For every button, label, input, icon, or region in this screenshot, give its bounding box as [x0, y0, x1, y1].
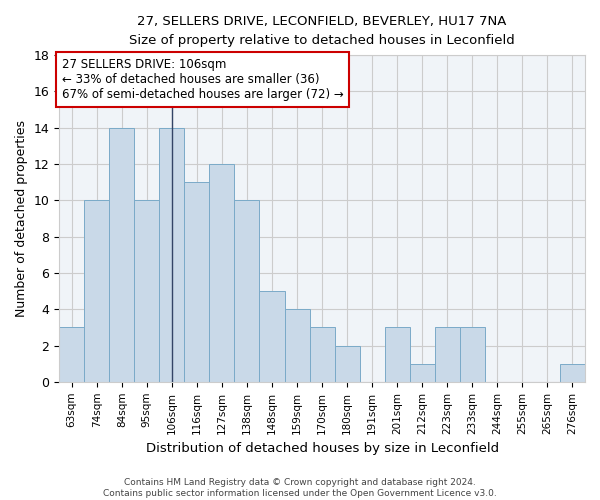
Bar — [259, 291, 284, 382]
Bar — [109, 128, 134, 382]
Bar — [435, 328, 460, 382]
X-axis label: Distribution of detached houses by size in Leconfield: Distribution of detached houses by size … — [146, 442, 499, 455]
Bar — [410, 364, 435, 382]
Bar — [460, 328, 485, 382]
Bar — [184, 182, 209, 382]
Bar — [209, 164, 235, 382]
Bar — [134, 200, 160, 382]
Bar — [385, 328, 410, 382]
Bar — [235, 200, 259, 382]
Text: 27 SELLERS DRIVE: 106sqm
← 33% of detached houses are smaller (36)
67% of semi-d: 27 SELLERS DRIVE: 106sqm ← 33% of detach… — [62, 58, 344, 102]
Bar — [560, 364, 585, 382]
Y-axis label: Number of detached properties: Number of detached properties — [15, 120, 28, 317]
Bar — [160, 128, 184, 382]
Bar — [310, 328, 335, 382]
Bar — [59, 328, 84, 382]
Bar — [84, 200, 109, 382]
Bar — [335, 346, 359, 382]
Text: Contains HM Land Registry data © Crown copyright and database right 2024.
Contai: Contains HM Land Registry data © Crown c… — [103, 478, 497, 498]
Bar — [284, 309, 310, 382]
Title: 27, SELLERS DRIVE, LECONFIELD, BEVERLEY, HU17 7NA
Size of property relative to d: 27, SELLERS DRIVE, LECONFIELD, BEVERLEY,… — [129, 15, 515, 47]
